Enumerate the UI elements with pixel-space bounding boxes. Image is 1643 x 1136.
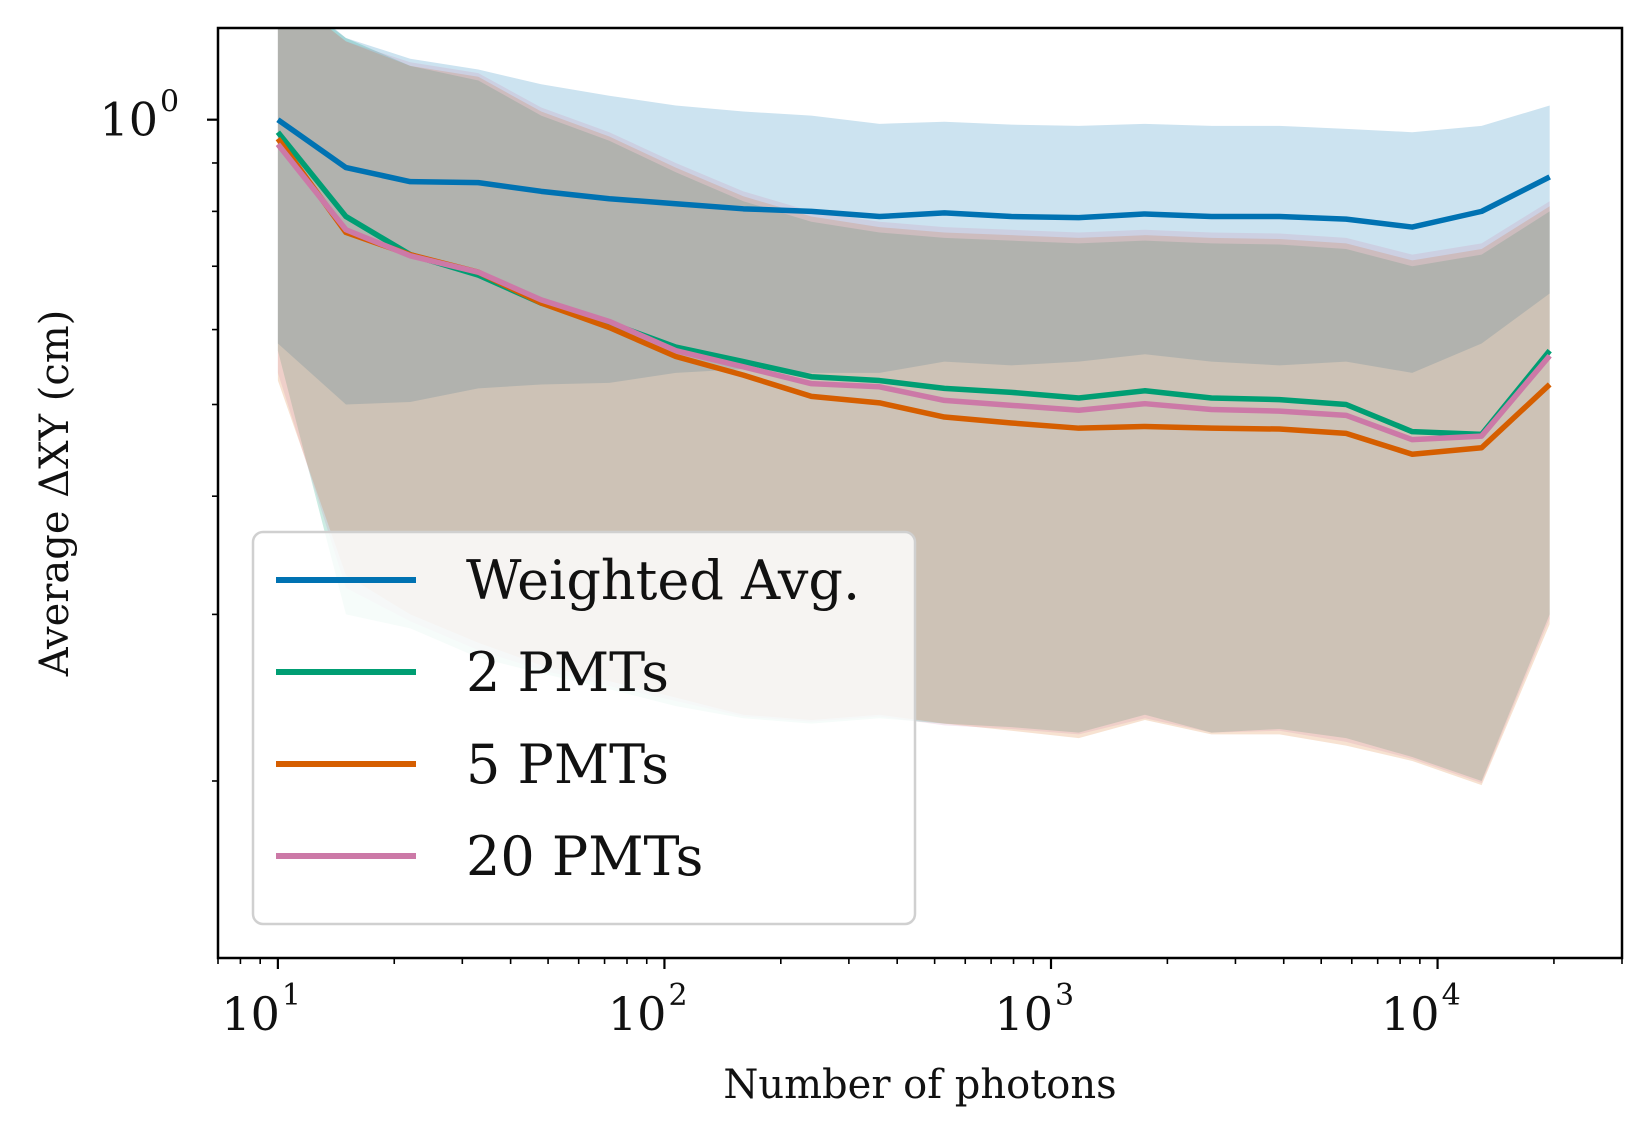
legend-label-20-pmts: 20 PMTs (466, 825, 703, 888)
legend: Weighted Avg. 2 PMTs 5 PMTs 20 PMTs (251, 530, 917, 926)
x-tick-base: 10 (1381, 987, 1440, 1041)
y-axis: 10 0 (99, 85, 218, 782)
x-tick-label: 10 4 (1381, 978, 1461, 1041)
x-tick-exponent: 4 (1442, 978, 1461, 1013)
y-axis-label: Average ΔXY (cm) (32, 310, 78, 678)
legend-label-weighted-avg: Weighted Avg. (466, 549, 860, 612)
series-lines (275, 117, 1552, 457)
x-tick-base: 10 (221, 987, 280, 1041)
x-tick-exponent: 2 (668, 978, 687, 1013)
x-tick-base: 10 (608, 987, 667, 1041)
x-axis-label: Number of photons (723, 1062, 1116, 1108)
y-tick-label: 10 0 (99, 85, 179, 147)
y-tick-base: 10 (99, 93, 158, 147)
x-tick-label: 10 3 (994, 978, 1074, 1041)
x-axis: 10 1 10 2 10 3 10 4 (217, 958, 1623, 1041)
x-tick-exponent: 3 (1055, 978, 1074, 1013)
x-tick-label: 10 2 (608, 978, 688, 1041)
legend-label-2-pmts: 2 PMTs (466, 641, 669, 704)
y-tick-exponent: 0 (160, 85, 179, 120)
legend-box (251, 530, 917, 926)
legend-label-5-pmts: 5 PMTs (466, 733, 669, 796)
x-tick-label: 10 1 (221, 978, 301, 1041)
line-20-pmts (275, 142, 1552, 443)
x-tick-exponent: 1 (282, 978, 301, 1013)
plot-frame (216, 26, 1624, 960)
x-tick-base: 10 (994, 987, 1053, 1041)
line-weighted-avg (276, 117, 1551, 230)
